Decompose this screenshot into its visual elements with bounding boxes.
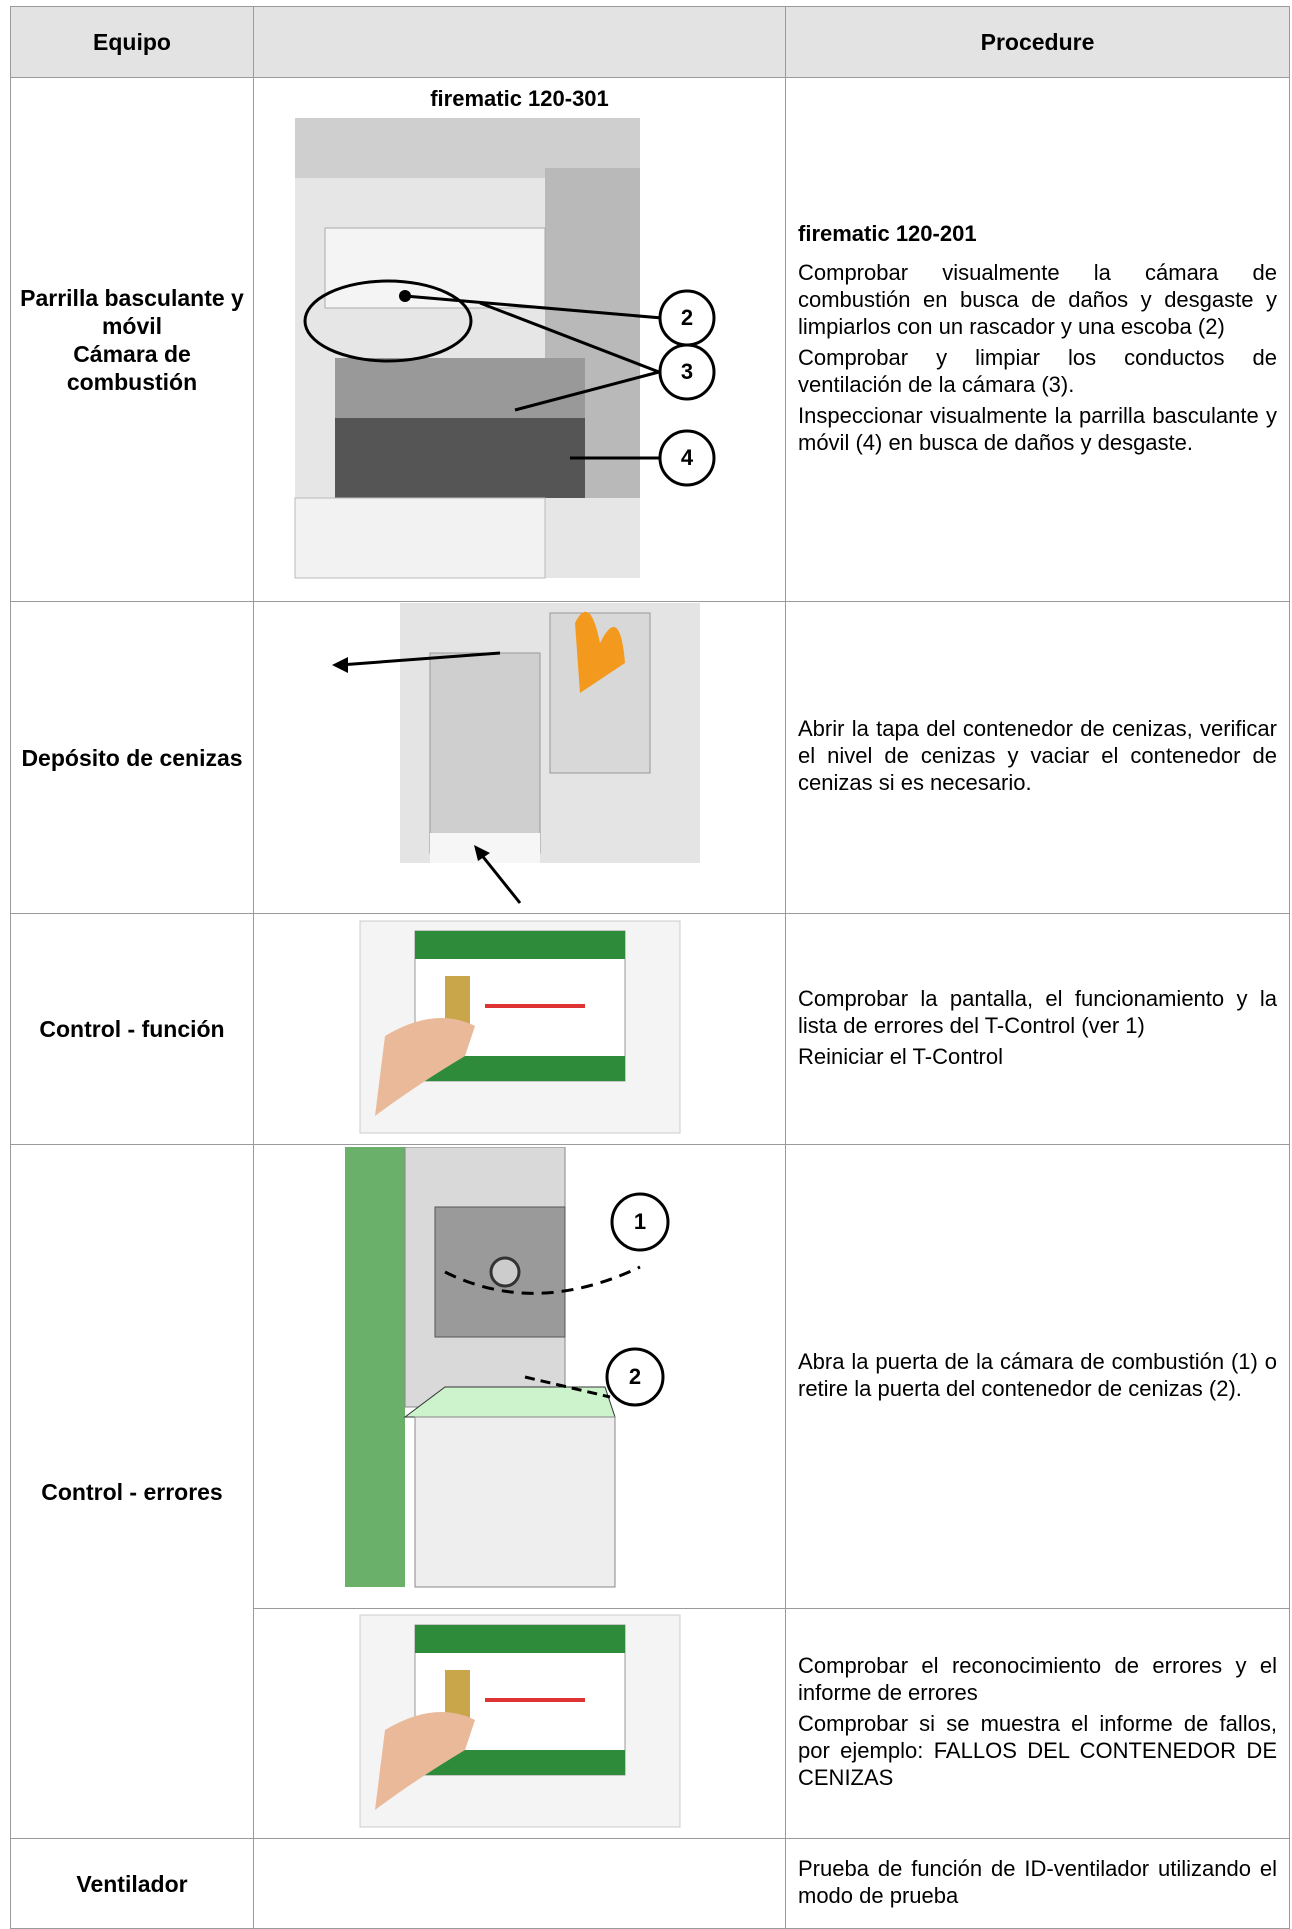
equipment-line: Control - errores: [41, 1478, 223, 1505]
header-cell: Equipo: [10, 6, 254, 78]
procedure-text: Comprobar el reconocimiento de errores y…: [798, 1653, 1277, 1705]
header-cell: [253, 6, 786, 78]
image-cell: 1 2: [253, 1144, 786, 1609]
equipment: Control - errores: [10, 1144, 254, 1839]
image-cell: [253, 1838, 786, 1929]
image-caption: firematic 120-301: [430, 86, 609, 111]
equipment: Parrilla basculante y móvil Cámara de co…: [10, 77, 254, 602]
procedure-text: Comprobar y limpiar los conductos de ven…: [798, 344, 1277, 397]
callout: 2: [628, 1363, 640, 1388]
procedure: firematic 120-201 Comprobar visualmente …: [785, 77, 1290, 602]
maintenance-table: Equipo Procedure Parrilla basculante y m…: [10, 6, 1290, 1929]
door-illustration: 1 2: [344, 1146, 669, 1587]
callout: 4: [680, 445, 693, 470]
procedure-text: Prueba de función de ID-ventilador utili…: [798, 1855, 1277, 1908]
callout: 1: [633, 1208, 645, 1233]
procedure-title: firematic 120-201: [798, 220, 977, 246]
equipment-line: Control - función: [39, 1016, 225, 1042]
procedure-text: Abra la puerta de la cámara de combustió…: [798, 1348, 1277, 1401]
header-cell: Procedure: [785, 6, 1290, 78]
callout: 2: [680, 305, 692, 330]
procedure: Abrir la tapa del contenedor de cenizas,…: [785, 601, 1290, 914]
procedure-text: Inspeccionar visualmente la parrilla bas…: [798, 402, 1277, 455]
procedure: Comprobar el reconocimiento de errores y…: [785, 1608, 1290, 1839]
row: Parrilla basculante y móvil Cámara de co…: [10, 77, 1290, 602]
equipment: Depósito de cenizas: [10, 601, 254, 914]
image-cell: [253, 1608, 786, 1839]
grate-illustration: 2 3 4: [294, 118, 715, 579]
row: Depósito de cenizas Abrir la tapa del co…: [10, 601, 1290, 914]
procedure: Prueba de función de ID-ventilador utili…: [785, 1838, 1290, 1929]
row: Control - errores 1 2 Abra la puerta de …: [10, 1144, 1290, 1839]
equipment-line: Ventilador: [76, 1870, 188, 1897]
procedure-text: Reiniciar el T-Control: [798, 1043, 1004, 1069]
equipment-line: Parrilla basculante y móvil: [20, 284, 244, 339]
procedure-text: Abrir la tapa del contenedor de cenizas,…: [798, 716, 1277, 795]
row: Comprobar el reconocimiento de errores y…: [11, 1608, 1290, 1839]
procedure: Abra la puerta de la cámara de combustió…: [785, 1144, 1290, 1609]
header-row: Equipo Procedure: [10, 6, 1290, 78]
equipment-line: Depósito de cenizas: [21, 744, 243, 771]
procedure-text: Comprobar si se muestra el informe de fa…: [798, 1711, 1277, 1790]
control-illustration: [359, 920, 680, 1133]
procedure-text: Comprobar visualmente la cámara de combu…: [798, 259, 1277, 339]
callout: 3: [680, 359, 692, 384]
image-cell: [253, 913, 786, 1145]
procedure: Comprobar la pantalla, el funcionamiento…: [785, 913, 1290, 1145]
equipment-line: Cámara de combustión: [66, 340, 198, 395]
procedure-text: Comprobar la pantalla, el funcionamiento…: [798, 985, 1277, 1038]
image-cell: firematic 120-301 2 3 4: [253, 77, 786, 602]
control-illustration: [359, 1614, 680, 1828]
row: Control - función Comprobar la pantalla,…: [10, 913, 1290, 1145]
image-cell: [253, 601, 786, 914]
equipment: Ventilador: [10, 1838, 254, 1929]
row: Ventilador Prueba de función de ID-venti…: [10, 1838, 1290, 1929]
equipment: Control - función: [10, 913, 254, 1145]
ash-container-illustration: [331, 602, 700, 904]
